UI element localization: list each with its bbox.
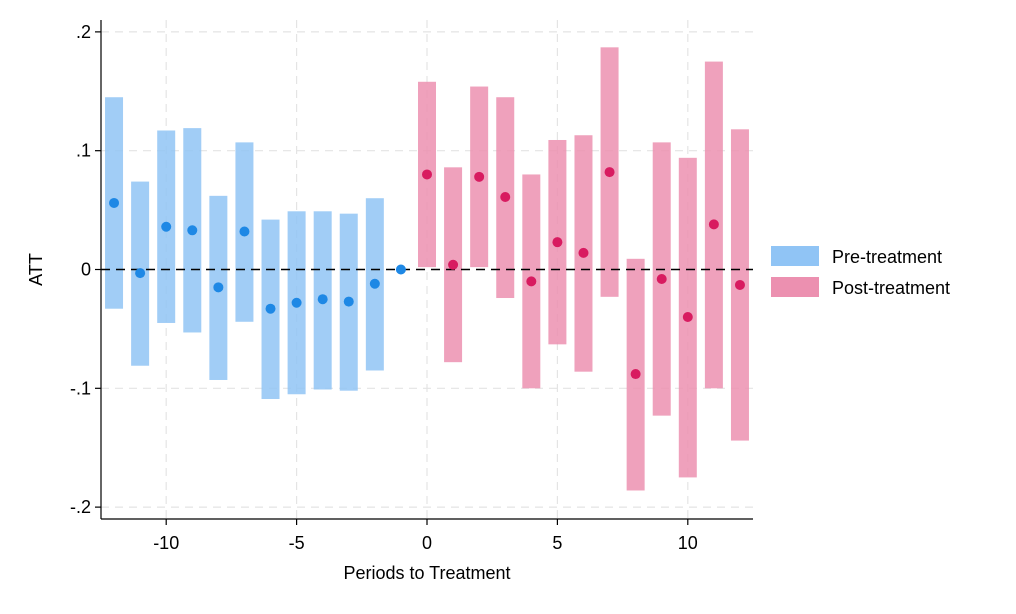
axis-layer: .2 .1 0 -.1 -.2 -10 -5 0 5 10 [70,20,753,553]
point-estimate [578,247,589,258]
legend-swatch [771,246,819,266]
point-estimate [682,312,693,323]
y-tick-label: .1 [76,141,91,161]
point-estimate [552,237,563,248]
y-tick-label: .2 [76,22,91,42]
point-estimate [422,169,432,180]
y-tick-label: -.1 [70,378,91,398]
x-tick-label: -5 [289,533,305,553]
point-estimate [604,167,615,178]
point-estimate [265,303,276,314]
point-estimate [291,297,302,308]
point-estimate [630,369,641,380]
point-estimate [395,264,406,275]
point-estimate [239,226,250,237]
point-estimate [708,219,719,230]
point-estimate [317,294,328,305]
x-tick-label: 5 [552,533,562,553]
point-estimate [343,296,354,307]
legend-swatch [771,277,819,297]
x-axis-label: Periods to Treatment [343,563,510,583]
y-tick-label: -.2 [70,497,91,517]
legend-label: Post-treatment [832,278,950,298]
point-estimate [109,197,120,208]
x-tick-label: 0 [422,533,432,553]
point-estimate [474,171,485,182]
x-tick-label: -10 [153,533,179,553]
legend-label: Pre-treatment [832,247,942,267]
point-estimate [448,259,459,270]
x-tick-label: 10 [678,533,698,553]
point-estimate [500,192,511,203]
point-estimate [187,225,198,236]
point-layer [109,167,745,380]
point-estimate [656,274,667,285]
legend: Pre-treatment Post-treatment [771,246,950,298]
point-estimate [213,282,224,293]
y-tick-label: 0 [81,260,91,280]
point-estimate [135,268,146,279]
point-estimate [369,278,380,289]
y-axis-label: ATT [26,253,46,286]
point-estimate [161,221,172,232]
ci-band-layer [105,47,749,491]
point-estimate [526,276,537,287]
point-estimate [734,279,745,290]
